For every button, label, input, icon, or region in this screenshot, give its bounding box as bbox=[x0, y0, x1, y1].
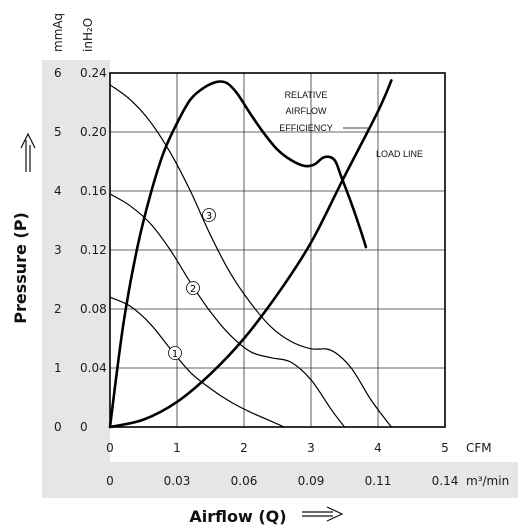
x-tick-label-cfm: 2 bbox=[240, 441, 248, 455]
curve-label-1-text: 1 bbox=[172, 349, 178, 360]
x-tick-label-m3min: 0.14 bbox=[432, 474, 459, 488]
efficiency-annotation: RELATIVE AIRFLOW EFFICIENCY bbox=[279, 90, 368, 133]
x-tick-label-cfm: 1 bbox=[173, 441, 181, 455]
x-tick-label-m3min: 0 bbox=[106, 474, 114, 488]
y-tick-label-mmaq: 0 bbox=[54, 420, 62, 434]
x-tick-label-m3min: 0.09 bbox=[298, 474, 325, 488]
y-tick-label-mmaq: 3 bbox=[54, 243, 62, 257]
y-tick-label-inh2o: 0 bbox=[80, 420, 88, 434]
y-ticks-inh2o: 0 0.04 0.08 0.12 0.16 0.20 0.24 bbox=[80, 66, 107, 434]
x-tick-label-m3min: 0.03 bbox=[164, 474, 191, 488]
x-axis-title: Airflow (Q) bbox=[189, 507, 286, 526]
annotation-load-line: LOAD LINE bbox=[376, 149, 423, 159]
y-unit-mmaq: mmAq bbox=[51, 13, 65, 52]
x-tick-label-cfm: 4 bbox=[374, 441, 382, 455]
x-ticks-m3min: 0 0.03 0.06 0.09 0.11 0.14 bbox=[106, 474, 458, 488]
x-tick-label-m3min: 0.06 bbox=[231, 474, 258, 488]
y-ticks-mmaq: 0 1 2 3 4 5 6 bbox=[54, 66, 62, 434]
x-tick-label-cfm: 3 bbox=[307, 441, 315, 455]
x-ticks-cfm: 0 1 2 3 4 5 bbox=[106, 441, 449, 455]
y-tick-label-mmaq: 6 bbox=[54, 66, 62, 80]
efficiency-curve bbox=[108, 80, 368, 429]
y-tick-label-mmaq: 5 bbox=[54, 125, 62, 139]
curves bbox=[108, 79, 393, 429]
y-tick-label-inh2o: 0.08 bbox=[80, 302, 107, 316]
y-tick-label-inh2o: 0.24 bbox=[80, 66, 107, 80]
load-line bbox=[108, 79, 393, 429]
y-axis-label-band bbox=[42, 60, 110, 498]
x-tick-label-m3min: 0.11 bbox=[365, 474, 392, 488]
y-tick-label-inh2o: 0.12 bbox=[80, 243, 107, 257]
curve-label-3-text: 3 bbox=[206, 211, 212, 222]
y-tick-label-inh2o: 0.20 bbox=[80, 125, 107, 139]
y-unit-inh2o: inH₂O bbox=[81, 18, 95, 52]
x-unit-m3min: m³/min bbox=[466, 474, 509, 488]
curve-label-1: 1 bbox=[168, 346, 182, 360]
annotation-relative: RELATIVE bbox=[285, 90, 328, 100]
y-tick-label-mmaq: 2 bbox=[54, 302, 62, 316]
curve-1 bbox=[109, 296, 285, 428]
curve-3 bbox=[109, 84, 392, 428]
y-tick-label-inh2o: 0.16 bbox=[80, 184, 107, 198]
y-axis-title: Pressure (P) bbox=[11, 212, 30, 324]
y-tick-label-mmaq: 4 bbox=[54, 184, 62, 198]
y-tick-label-mmaq: 1 bbox=[54, 361, 62, 375]
curve-label-3: 3 bbox=[202, 208, 216, 222]
annotation-efficiency: EFFICIENCY bbox=[279, 123, 333, 133]
y-tick-label-inh2o: 0.04 bbox=[80, 361, 107, 375]
x-axis-label-band bbox=[42, 462, 518, 498]
curve-label-2-text: 2 bbox=[190, 284, 196, 295]
x-unit-cfm: CFM bbox=[466, 441, 492, 455]
plot-frame bbox=[109, 72, 446, 428]
x-tick-label-cfm: 0 bbox=[106, 441, 114, 455]
curve-label-2: 2 bbox=[186, 281, 200, 295]
load-line-annotation: LOAD LINE bbox=[376, 149, 423, 159]
grid bbox=[110, 73, 445, 427]
annotation-airflow: AIRFLOW bbox=[285, 106, 327, 116]
x-tick-label-cfm: 5 bbox=[441, 441, 449, 455]
curve-2 bbox=[109, 193, 346, 428]
y-axis-arrow-icon bbox=[20, 132, 36, 172]
x-axis-arrow-icon bbox=[302, 506, 344, 522]
